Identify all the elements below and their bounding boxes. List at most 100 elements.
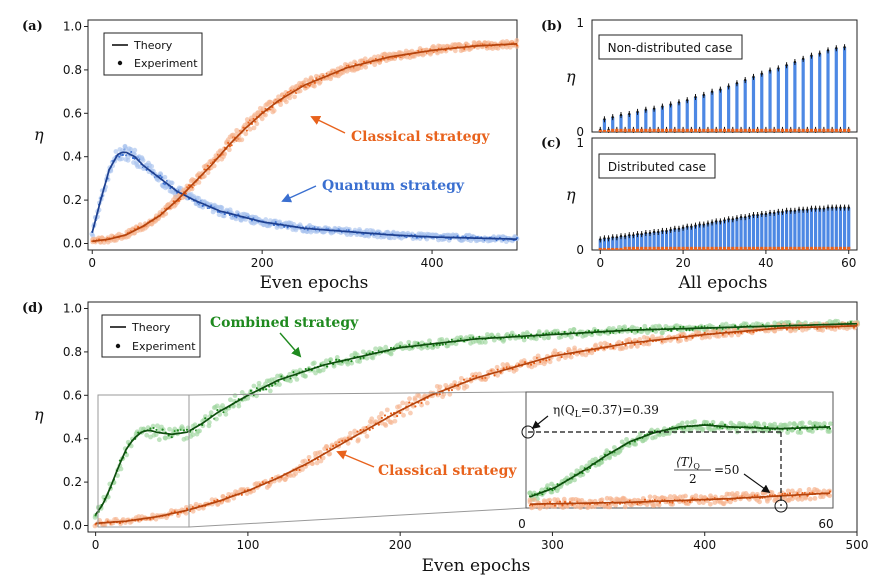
y-tick-label: 0.6	[63, 106, 82, 120]
classical-bar	[722, 246, 727, 250]
classical-experiment-point	[438, 393, 441, 396]
classical-experiment-halo	[400, 400, 406, 406]
combined-inset-halo	[750, 428, 756, 434]
classical-bar	[689, 128, 693, 132]
combined-experiment-halo	[256, 384, 262, 389]
classical-bar	[727, 246, 731, 250]
quantum-bar	[834, 207, 838, 250]
classical-inset-halo	[647, 494, 653, 500]
combined-experiment-halo	[267, 388, 273, 394]
panel-b-y-ticks: 1 0	[576, 16, 584, 139]
classical-inset-halo	[531, 497, 537, 503]
panel-c-case-label: Distributed case	[608, 160, 706, 174]
combined-experiment-halo	[558, 334, 564, 340]
arrow-classical	[310, 116, 346, 134]
quantum-bar	[731, 219, 735, 250]
classical-experiment-halo	[383, 423, 389, 428]
quantum-bar	[660, 230, 664, 250]
combined-inset-halo	[599, 459, 605, 465]
quantum-mean-point	[748, 214, 751, 218]
classical-inset-point	[636, 502, 639, 506]
classical-experiment-point	[245, 129, 248, 132]
x-tick-label: 20	[675, 256, 690, 270]
classical-inset-halo	[599, 497, 605, 503]
classical-bar	[710, 246, 714, 250]
quantum-mean-point	[777, 67, 780, 70]
quantum-bar	[818, 208, 822, 250]
combined-experiment-halo	[251, 383, 257, 389]
classical-bar	[656, 128, 660, 132]
classical-inset-point	[553, 504, 557, 507]
classical-bar	[702, 246, 706, 250]
quantum-mean-point	[789, 209, 792, 212]
quantum-bar	[785, 65, 789, 132]
classical-inset-halo	[769, 490, 775, 495]
classical-experiment-halo	[567, 348, 573, 354]
classical-experiment-halo	[267, 99, 273, 105]
classical-experiment-point	[624, 344, 627, 347]
panel-d-legend: Theory Experiment	[101, 314, 201, 358]
quantum-experiment-halo	[113, 149, 119, 154]
classical-experiment-halo	[415, 392, 421, 398]
classical-bar	[826, 246, 830, 250]
legend-experiment-swatch	[117, 60, 123, 66]
classical-experiment-halo	[239, 137, 245, 143]
combined-experiment-halo	[354, 352, 360, 358]
quantum-experiment-halo	[89, 231, 95, 237]
combined-inset-halo	[787, 421, 793, 427]
panel-a-y-ticks: 0.0 0.2 0.4 0.6 0.8 1.0	[63, 20, 88, 250]
panel-b-case-box	[598, 34, 743, 60]
classical-bar	[702, 128, 706, 132]
combined-experiment-point	[526, 336, 530, 339]
quantum-bar	[660, 106, 664, 132]
classical-experiment-halo	[150, 512, 155, 518]
combined-experiment-halo	[220, 403, 225, 408]
classical-experiment-point	[612, 346, 615, 350]
panel-c-ytick-bottom: 0	[576, 243, 584, 257]
quantum-bar	[635, 234, 640, 250]
classical-experiment-halo	[458, 375, 464, 381]
quantum-bar	[635, 111, 640, 132]
quantum-bar	[677, 102, 681, 132]
classical-experiment-halo	[283, 99, 289, 105]
quantum-bar	[776, 211, 780, 250]
quantum-bar	[842, 207, 847, 250]
classical-experiment-halo	[532, 355, 538, 361]
classical-bar	[789, 246, 793, 250]
combined-experiment-point	[325, 365, 329, 368]
quantum-bar	[797, 209, 801, 250]
combined-experiment-halo	[144, 432, 150, 438]
classical-bar	[677, 128, 681, 132]
quantum-experiment-halo	[291, 221, 297, 227]
combined-experiment-point	[593, 329, 597, 332]
combined-experiment-halo	[357, 359, 363, 364]
classical-bar	[718, 128, 722, 132]
classical-experiment-point	[389, 412, 393, 415]
classical-experiment-point	[371, 427, 374, 430]
classical-experiment-halo	[373, 419, 378, 425]
quantum-bar	[648, 233, 652, 250]
classical-bar	[693, 246, 698, 250]
classical-experiment-point	[545, 359, 548, 362]
combined-experiment-point	[265, 388, 268, 391]
combined-experiment-halo	[536, 329, 542, 334]
classical-inset-halo	[789, 496, 795, 502]
combined-inset-point	[768, 428, 772, 432]
quantum-bar	[627, 113, 631, 132]
quantum-bar	[652, 108, 656, 132]
classical-bar	[780, 128, 785, 132]
quantum-mean-point	[768, 69, 772, 72]
quantum-mean-point	[628, 112, 631, 116]
classical-experiment-halo	[604, 342, 610, 347]
classical-inset-point	[671, 501, 674, 504]
classical-bar	[805, 246, 809, 250]
classical-bar	[776, 128, 780, 132]
y-tick-label: 0.6	[63, 388, 82, 402]
x-tick-label: 100	[236, 538, 259, 552]
classical-bar	[644, 246, 648, 250]
classical-experiment-halo	[226, 497, 231, 503]
panel-a-legend: Theory Experiment	[103, 32, 203, 76]
quantum-mean-point	[768, 211, 772, 215]
classical-bar	[756, 128, 760, 132]
quantum-bar	[801, 209, 805, 250]
